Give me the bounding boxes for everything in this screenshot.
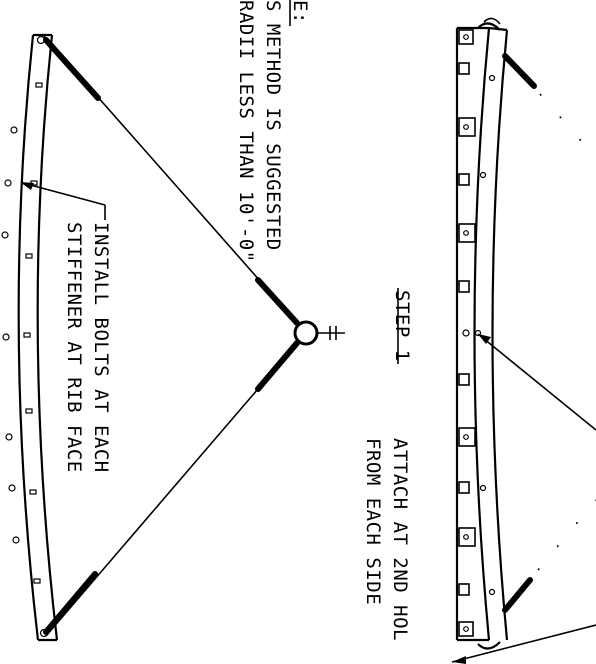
install-bolts-leader [20, 182, 106, 220]
install-note-line-1: INSTALL BOLTS AT EACH [90, 222, 112, 473]
install-note-block: INSTALL BOLTS AT EACH STIFFENER AT RIB F… [63, 222, 112, 473]
cable-turnbuckle-ring [293, 320, 319, 346]
install-note-line-2: STIFFENER AT RIB FACE [63, 222, 85, 473]
left-curved-rib [17, 33, 59, 642]
right-cable-system [477, 17, 596, 650]
right-curved-rib [455, 26, 509, 642]
attach-note-line-1: ATTACH AT 2ND HOL [389, 438, 411, 641]
step-title-block: STEP 1 [391, 288, 413, 364]
attach-note-line-2: FROM EACH SIDE [362, 438, 384, 605]
attach-leader [451, 333, 596, 664]
left-rib-bolts [1, 35, 49, 638]
attach-note-block: ATTACH AT 2ND HOL FROM EACH SIDE [362, 438, 411, 641]
step-title: STEP 1 [391, 290, 413, 362]
note-heading: E: [289, 0, 311, 24]
left-cable-system [43, 35, 345, 637]
note-block: E: S METHOD IS SUGGESTED RADII LESS THAN… [235, 0, 311, 263]
right-rib-stiffeners [458, 29, 476, 637]
note-line-2: RADII LESS THAN 10'-0" [235, 0, 257, 263]
note-line-1: S METHOD IS SUGGESTED [262, 0, 284, 251]
